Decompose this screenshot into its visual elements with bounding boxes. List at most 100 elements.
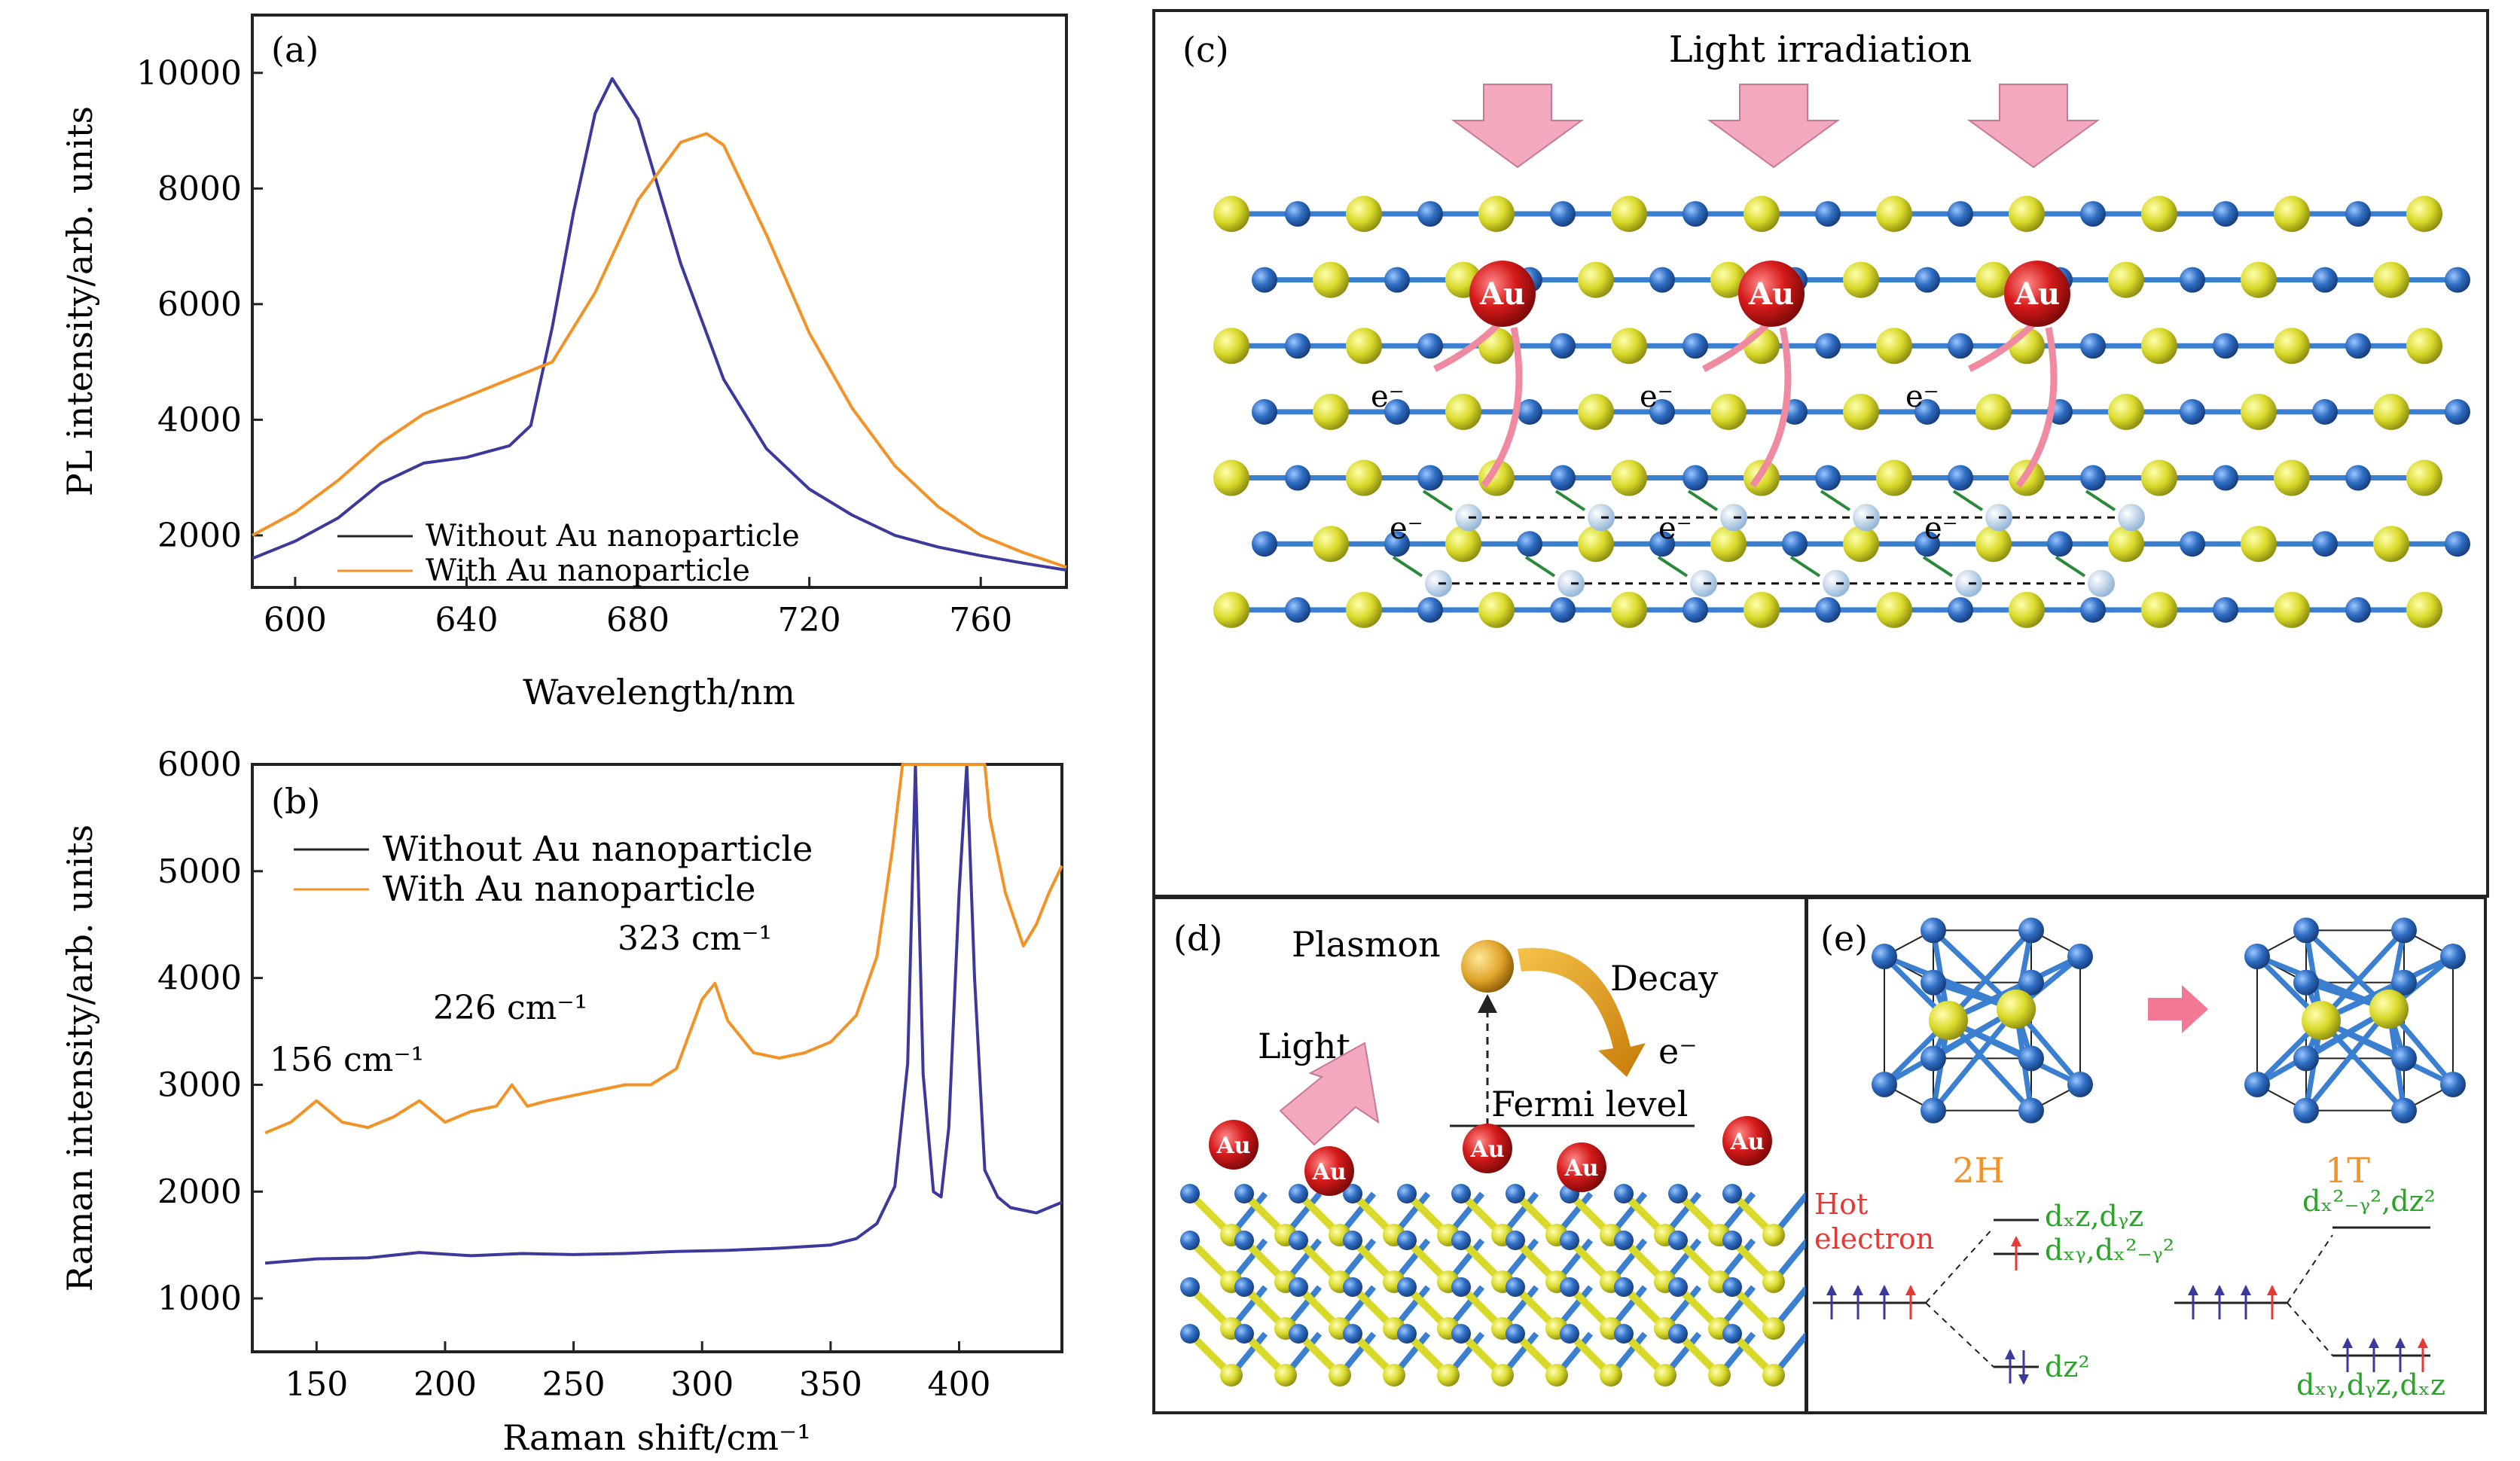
- sulfur-atom: [1600, 1364, 1622, 1386]
- molybdenum-atom: [1451, 1184, 1471, 1203]
- sulfur-atom: [2241, 261, 2277, 298]
- molybdenum-atom: [2080, 596, 2106, 623]
- sulfur-atom: [2274, 328, 2310, 364]
- sulfur-atom: [2406, 328, 2442, 364]
- chart-a: (a) 600 640 680 720 760 2000 4000 6000 8000 10000…: [59, 14, 1068, 712]
- sulfur-atom: [2406, 591, 2442, 628]
- molybdenum-atom: [1517, 398, 1542, 425]
- molybdenum-atom: [1397, 1184, 1417, 1203]
- legend-with: With Au nanoparticle: [426, 554, 750, 588]
- au-label: Au: [1469, 1136, 1504, 1163]
- chart-b-frame: [251, 763, 1063, 1353]
- migration-arrow: [1422, 490, 1454, 511]
- molybdenum-atom: [1517, 531, 1542, 557]
- molybdenum-atom: [2445, 531, 2470, 557]
- migration-arrow: [1524, 556, 1556, 578]
- y-tick-label: 2000: [157, 1173, 242, 1211]
- sulfur-atom: [1545, 1364, 1568, 1386]
- molybdenum-atom: [1921, 1097, 1946, 1124]
- molybdenum-atom: [2018, 969, 2044, 996]
- au-label: Au: [1479, 276, 1525, 312]
- molybdenum-atom: [1417, 201, 1443, 227]
- x-tick-label: 200: [413, 1365, 477, 1404]
- molybdenum-atom: [1815, 465, 1841, 491]
- chart-a-legend: Without Au nanoparticle With Au nanopart…: [337, 519, 800, 588]
- molybdenum-atom: [1649, 267, 1675, 293]
- molybdenum-atom: [2440, 1072, 2466, 1097]
- mos2-lattice: [1213, 196, 2470, 628]
- molybdenum-atom: [2018, 1045, 2044, 1072]
- molybdenum-atom: [2312, 267, 2338, 293]
- sulfur-atom: [1346, 196, 1382, 232]
- sulfur-atom: [1213, 196, 1249, 232]
- sulfur-atom: [1611, 591, 1647, 628]
- sulfur-atom: [1843, 261, 1879, 298]
- molybdenum-atom: [2391, 969, 2417, 996]
- au-nanoparticle: [1557, 1142, 1606, 1192]
- sulfur-atom: [1313, 261, 1349, 298]
- sulfur-atom: [1843, 393, 1879, 430]
- decay-label: Decay: [1610, 958, 1718, 999]
- annotation-156: 156 cm⁻¹: [270, 1041, 424, 1079]
- electron-transfer-arrow: [1701, 321, 1771, 373]
- cell-bond: [2256, 953, 2390, 1012]
- series-without-au: [264, 763, 1063, 1265]
- molybdenum-atom: [1683, 465, 1708, 491]
- sulfur-atom: [2141, 591, 2177, 628]
- chart-a-frame: [251, 14, 1068, 589]
- x-tick-label: 250: [542, 1365, 606, 1404]
- au-label: Au: [1748, 276, 1794, 312]
- level-split-line: [2287, 1302, 2333, 1356]
- molybdenum-atom: [2180, 531, 2205, 557]
- x-tick-label: 720: [778, 601, 841, 639]
- level-split-line: [1925, 1302, 1994, 1368]
- sulfur-atom: [2369, 990, 2409, 1029]
- molybdenum-atom: [2080, 201, 2106, 227]
- molybdenum-atom: [1668, 1184, 1688, 1203]
- sulfur-atom: [1383, 1364, 1405, 1386]
- electron-transfer-arrow: [1967, 321, 2036, 373]
- sulfur-atom: [1876, 459, 1912, 496]
- sulfur-vacancies: [1392, 490, 2145, 597]
- unit-cell-2h: [1872, 917, 2093, 1124]
- mos2-slab: [1180, 1184, 1808, 1386]
- sulfur-atom: [1611, 328, 1647, 364]
- molybdenum-atom: [2345, 596, 2371, 623]
- molybdenum-atom: [1550, 596, 1576, 623]
- spin-arrowhead: [2018, 1374, 2029, 1385]
- migration-arrow: [1952, 490, 1984, 511]
- molybdenum-atom: [2293, 917, 2319, 944]
- sulfur-atom: [1445, 393, 1481, 430]
- sulfur-atom: [1437, 1364, 1460, 1386]
- migration-arrow: [2055, 556, 2086, 578]
- molybdenum-atom: [2391, 1097, 2417, 1124]
- molybdenum-atom: [2345, 333, 2371, 359]
- hot-electron-label-1: Hot: [1814, 1188, 1868, 1221]
- panel-d: (d) Plasmon Decay e⁻ Light Fermi level A…: [1152, 896, 1808, 1414]
- molybdenum-atom: [1560, 1231, 1579, 1250]
- electron-label: e⁻: [1658, 511, 1692, 546]
- sulfur-atom: [1710, 261, 1747, 298]
- molybdenum-atom: [2445, 398, 2470, 425]
- au-nanoparticle: [1738, 261, 1805, 327]
- electron-transfer-arrow: [1432, 321, 1502, 373]
- y-tick-label: 10000: [136, 54, 242, 93]
- molybdenum-atom: [1948, 333, 1973, 359]
- sulfur-atom: [2141, 459, 2177, 496]
- molybdenum-atom: [1560, 1324, 1579, 1344]
- sulfur-atom: [1478, 459, 1515, 496]
- molybdenum-atom: [1451, 1231, 1471, 1250]
- molybdenum-atom: [1815, 333, 1841, 359]
- panel-c: (c) Light irradiation Au e⁻ e⁻ Au e⁻ e⁻ Au e⁻ e⁻: [1152, 9, 2489, 898]
- level-split-line: [1925, 1227, 1994, 1304]
- sulfur-atom: [1346, 591, 1382, 628]
- sulfur-atom: [1975, 526, 2012, 563]
- molybdenum-atom: [1914, 398, 1940, 425]
- light-arrow-2: [1707, 84, 1841, 169]
- molybdenum-atom: [2213, 465, 2238, 491]
- electron-transfer-arrow: [1481, 327, 1523, 488]
- sulfur-atom: [1478, 196, 1515, 232]
- sulfur-atom: [1491, 1364, 1514, 1386]
- y-tick-label: 6000: [157, 285, 242, 324]
- molybdenum-atom: [2080, 333, 2106, 359]
